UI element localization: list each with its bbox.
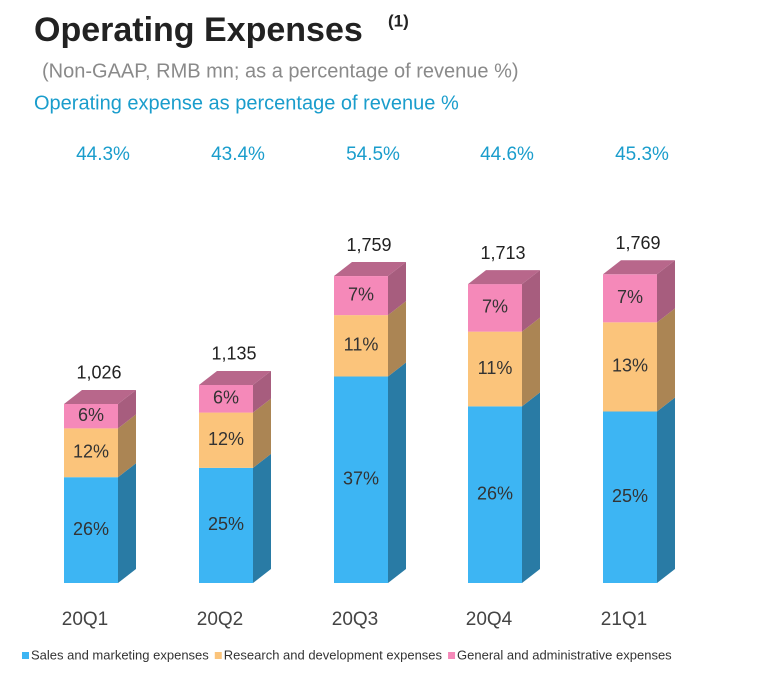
segment-label: 13% [612,356,648,376]
segment-label: 7% [617,287,643,307]
segment-label: 26% [73,519,109,539]
bar-segment [468,284,522,332]
legend-swatch [22,652,29,659]
bar-top [199,370,271,385]
bar-side [522,270,540,332]
bar-side [388,301,406,377]
bar-segment [334,376,388,583]
ratio-label: 44.3% [76,144,130,165]
segment-label: 6% [213,388,239,408]
legend-swatch [448,652,456,659]
ratio-label: 45.3% [615,144,669,165]
bar-side [388,362,406,583]
segment-label: 25% [612,486,648,506]
bar-segment [468,406,522,583]
bar-segment [603,274,657,323]
x-tick-label: 21Q1 [601,609,647,630]
ratio-label: 54.5% [346,144,400,165]
total-label: 1,759 [346,235,391,255]
segment-label: 7% [348,284,374,304]
ratio-label: 43.4% [211,144,265,165]
bar-top [603,260,675,275]
x-tick-label: 20Q4 [466,609,513,630]
bar-segment [64,403,118,429]
legend-label: Research and development expenses [224,647,443,662]
subtitle: (Non-GAAP, RMB mn; as a percentage of re… [42,60,519,82]
bar-side [657,308,675,412]
bar-top [468,270,540,285]
bar-segment [334,315,388,377]
x-tick-label: 20Q2 [197,609,243,630]
bar-segment [64,477,118,583]
bar-top [64,389,136,404]
bar-side [118,389,136,429]
bar-segment [334,276,388,316]
total-label: 1,135 [211,344,256,364]
bar-side [253,398,271,468]
bar-top [334,262,406,277]
segment-label: 12% [73,442,109,462]
segment-label: 12% [208,429,244,449]
bar-segment [468,331,522,407]
bar-side [118,463,136,583]
bar-side [253,370,271,413]
total-label: 1,769 [615,233,660,253]
bar-side [253,453,271,583]
bar-segment [64,428,118,478]
bar-side [657,260,675,323]
title-note: (1) [388,11,409,30]
bar-side [522,317,540,407]
x-tick-label: 20Q1 [62,609,108,630]
total-label: 1,713 [480,243,525,263]
bar-segment [603,411,657,583]
segment-label: 37% [343,469,379,489]
ratio-label: 44.6% [480,144,534,165]
segment-label: 6% [78,405,104,425]
total-label: 1,026 [76,363,121,383]
legend-label: General and administrative expenses [457,647,672,662]
segment-label: 7% [482,297,508,317]
bar-side [388,262,406,316]
annotation: Operating expense as percentage of reven… [34,92,459,114]
x-tick-label: 20Q3 [332,609,378,630]
bar-segment [199,412,253,468]
legend-label: Sales and marketing expenses [31,647,209,662]
segment-label: 26% [477,483,513,503]
bar-segment [603,322,657,412]
bar-side [522,392,540,583]
chart-title: Operating Expenses [34,11,363,49]
segment-label: 25% [208,514,244,534]
bar-side [118,414,136,478]
legend-swatch [214,652,222,659]
bar-segment [199,467,253,583]
bar-segment [199,384,253,413]
segment-label: 11% [344,335,379,355]
segment-label: 11% [478,358,513,378]
bar-side [657,397,675,583]
